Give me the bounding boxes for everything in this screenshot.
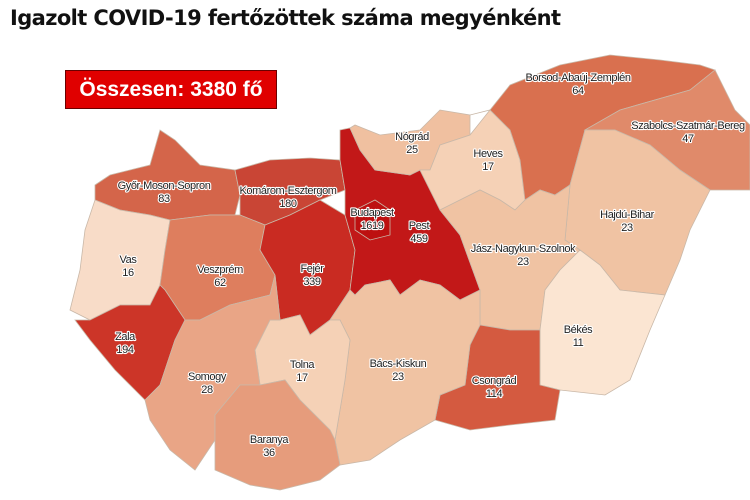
- label-somogy-value: 28: [201, 384, 213, 396]
- label-szabolcs-name: Szabolcs-Szatmár-Bereg: [631, 120, 745, 132]
- label-borsod-value: 64: [572, 85, 584, 97]
- label-hajdu-value: 23: [621, 222, 633, 234]
- label-nograd-value: 25: [406, 144, 418, 156]
- label-jasz-value: 23: [517, 256, 529, 268]
- label-veszprem-name: Veszprém: [197, 264, 243, 276]
- label-somogy-name: Somogy: [188, 371, 227, 383]
- label-csongrad-name: Csongrád: [472, 375, 517, 387]
- label-budapest-name: Budapest: [350, 207, 394, 219]
- label-pest-value: 459: [410, 233, 427, 245]
- label-pest-name: Pest: [409, 220, 430, 232]
- label-zala-name: Zala: [115, 331, 136, 343]
- label-fejer-value: 339: [303, 276, 320, 288]
- county-zala: [74, 284, 186, 401]
- label-borsod-name: Borsod-Abaúj-Zemplén: [525, 72, 630, 84]
- label-baranya-value: 36: [263, 447, 275, 459]
- label-bekes-value: 11: [573, 337, 584, 349]
- label-komarom-value: 180: [279, 198, 296, 210]
- county-baranya: [214, 379, 341, 491]
- label-gyor-name: Győr-Moson-Sopron: [118, 180, 211, 192]
- label-hajdu-name: Hajdú-Bihar: [600, 209, 654, 221]
- label-szabolcs-value: 47: [682, 133, 694, 145]
- label-csongrad-value: 114: [486, 388, 503, 400]
- label-budapest-value: 1619: [361, 220, 384, 232]
- label-zala-value: 194: [116, 344, 133, 356]
- map-title: Igazolt COVID-19 fertőzöttek száma megyé…: [10, 6, 561, 30]
- label-vas-value: 16: [122, 267, 134, 279]
- label-vas-name: Vas: [120, 254, 138, 266]
- label-gyor-value: 83: [158, 193, 170, 205]
- county-bacs: [329, 279, 481, 466]
- county-budapest: [354, 199, 391, 241]
- label-tolna-name: Tolna: [290, 359, 316, 371]
- label-bekes-name: Békés: [564, 324, 593, 336]
- label-heves-name: Heves: [473, 148, 503, 160]
- label-bacs-value: 23: [392, 371, 404, 383]
- label-veszprem-value: 62: [214, 277, 226, 289]
- label-tolna-value: 17: [296, 372, 308, 384]
- label-jasz-name: Jász-Nagykun-Szolnok: [471, 243, 576, 255]
- label-bacs-name: Bács-Kiskun: [370, 358, 427, 370]
- label-fejer-name: Fejér: [300, 263, 324, 275]
- county-gyor: [94, 129, 241, 221]
- total-cases-banner: Összesen: 3380 fő: [65, 70, 277, 109]
- label-baranya-name: Baranya: [250, 434, 289, 446]
- label-nograd-name: Nógrád: [395, 131, 429, 143]
- label-komarom-name: Komárom-Esztergom: [239, 185, 336, 197]
- label-heves-value: 17: [482, 161, 494, 173]
